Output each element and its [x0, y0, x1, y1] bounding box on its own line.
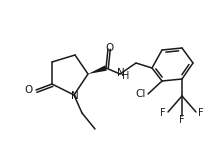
Text: N: N	[117, 68, 125, 78]
Text: H: H	[122, 71, 130, 81]
Text: Cl: Cl	[136, 89, 146, 99]
Text: F: F	[160, 108, 166, 118]
Text: O: O	[25, 85, 33, 95]
Text: O: O	[105, 43, 113, 53]
Text: F: F	[179, 115, 185, 125]
Polygon shape	[88, 65, 107, 74]
Text: N: N	[71, 91, 79, 101]
Text: F: F	[198, 108, 204, 118]
